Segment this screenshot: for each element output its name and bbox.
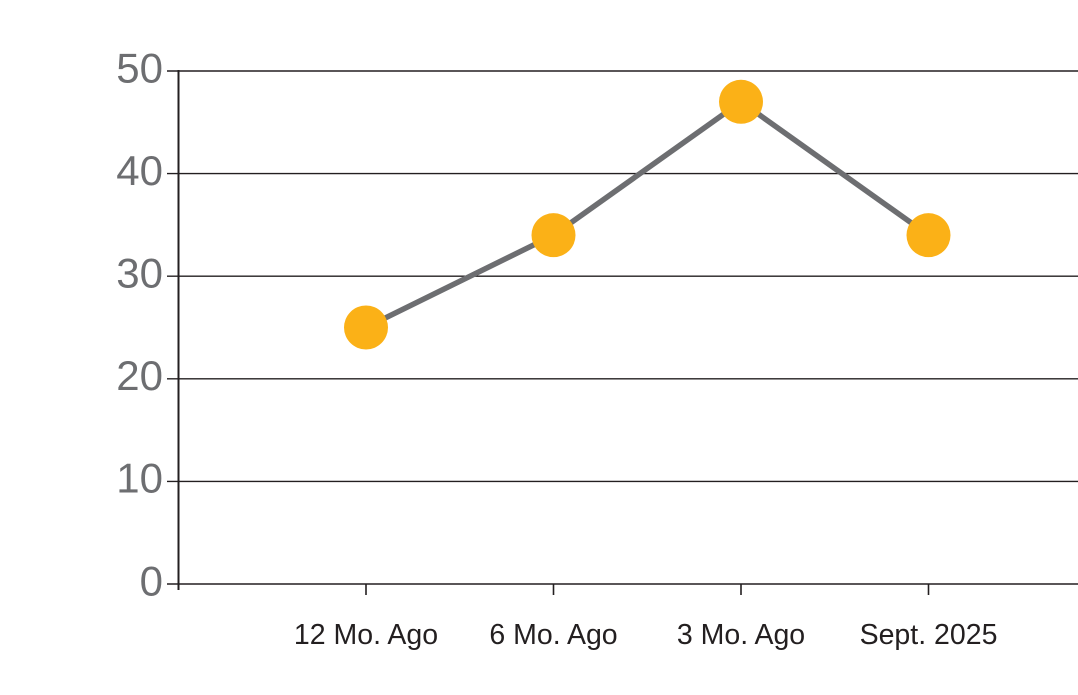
data-point-marker [531,213,576,258]
line-chart-figure: 0 10 20 30 40 50 12 Mo. Ago 6 Mo. Ago 3 Mo. Ago S… [40,16,1078,679]
chart-canvas: 0 10 20 30 40 50 12 Mo. Ago 6 Mo. Ago 3 Mo. Ago S… [40,16,1078,679]
data-point-marker [906,213,951,258]
y-tick-label: 30 [116,249,163,296]
x-category-label: 3 Mo. Ago [677,619,805,651]
data-point-marker [719,79,763,124]
x-category-label: 12 Mo. Ago [294,619,438,651]
y-tick-label: 10 [116,455,163,502]
data-series-line [363,98,932,331]
y-tick-label: 40 [116,147,163,194]
y-tick-label: 0 [140,557,163,604]
chart-background [40,16,1078,679]
y-tick-label: 20 [116,352,163,399]
x-category-label: Sept. 2025 [860,619,998,651]
data-point-marker [344,305,388,350]
y-tick-label: 50 [116,44,163,91]
x-category-label: 6 Mo. Ago [489,619,617,651]
